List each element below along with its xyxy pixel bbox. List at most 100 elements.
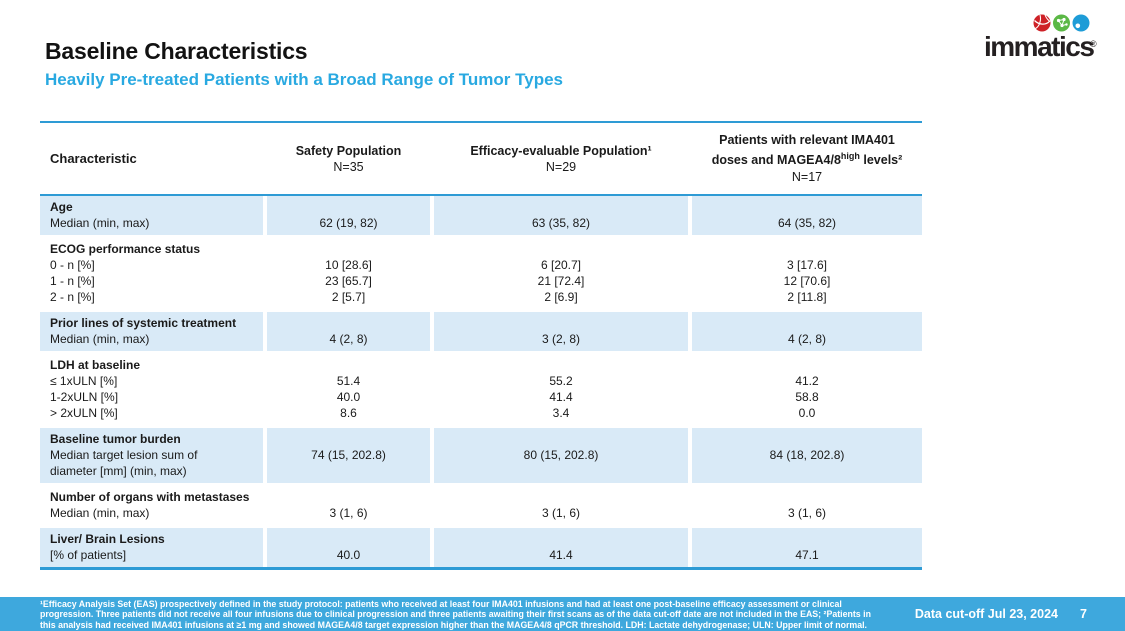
row-value-line	[267, 241, 430, 257]
row-value-line: 4 (2, 8)	[329, 332, 368, 346]
row-value-line	[434, 489, 688, 505]
column-header-n: N=35	[333, 159, 364, 174]
table-body: Age Median (min, max) 62 (19, 82) 63 (35, 8…	[40, 196, 922, 567]
row-value-line	[434, 357, 688, 373]
footnotes: ¹Efficacy Analysis Set (EAS) prospective…	[40, 599, 871, 630]
row-value-line: 58.8	[795, 390, 819, 404]
row-value-line	[692, 531, 922, 547]
row-label-cell: Number of organs with metastases Median (…	[40, 486, 263, 525]
row-value-line	[434, 431, 688, 447]
row-value-line: 2 [5.7]	[331, 290, 366, 304]
row-value-line: 2 [11.8]	[787, 290, 827, 304]
footnote-line: this analysis had received IMA401 infusi…	[40, 619, 868, 630]
row-value-line: 63 (35, 82)	[531, 216, 591, 230]
row-value-line: 64 (35, 82)	[777, 216, 837, 230]
row-value-line	[267, 463, 430, 479]
immatics-logo-graphic: immatics ®	[984, 14, 1097, 62]
row-label-line: ECOG performance status	[50, 242, 201, 256]
table-row: Prior lines of systemic treatment Median …	[40, 312, 922, 351]
row-value-cell: 3 [17.6] 12 [70.6] 2 [11.8]	[692, 238, 922, 309]
row-value-line	[267, 315, 430, 331]
row-label-cell: ECOG performance status 0 - n [%] 1 - n [%…	[40, 238, 263, 309]
row-label-line: > 2xULN [%]	[50, 406, 118, 420]
row-value-line: 80 (15, 202.8)	[523, 448, 599, 462]
row-value-cell: 4 (2, 8)	[267, 312, 430, 351]
row-label-line: [% of patients]	[50, 548, 127, 562]
row-value-line	[267, 199, 430, 215]
row-value-line: 51.4	[336, 374, 361, 388]
column-header-label-line1: Patients with relevant IMA401	[719, 133, 895, 148]
row-value-line	[692, 199, 922, 215]
row-value-line	[692, 463, 922, 479]
row-value-line: 3.4	[552, 406, 570, 420]
row-label-line: Number of organs with metastases	[50, 490, 250, 504]
row-label-line: Median target lesion sum of	[50, 448, 198, 462]
table-row: Age Median (min, max) 62 (19, 82) 63 (35, 8…	[40, 196, 922, 235]
row-value-line: 3 (1, 6)	[541, 506, 580, 520]
row-label-cell: LDH at baseline ≤ 1xULN [%] 1-2xULN [%] > …	[40, 354, 263, 425]
row-label-line: 1-2xULN [%]	[50, 390, 119, 404]
row-value-line: 2 [6.9]	[544, 290, 578, 304]
row-value-cell: 41.2 58.8 0.0	[692, 354, 922, 425]
row-value-line	[434, 199, 688, 215]
row-label-line: 2 - n [%]	[50, 290, 95, 304]
column-header-efficacy-population: Efficacy-evaluable Population¹ N=29	[434, 143, 688, 175]
row-value-cell: 80 (15, 202.8)	[434, 428, 688, 483]
table-header-row: Characteristic Safety Population N=35 Ef…	[40, 123, 922, 196]
row-label-line: Median (min, max)	[50, 216, 150, 230]
column-header-label: Efficacy-evaluable Population¹	[470, 143, 652, 158]
row-value-line: 3 (1, 6)	[787, 506, 826, 520]
row-label-cell: Prior lines of systemic treatment Median …	[40, 312, 263, 351]
row-value-cell: 40.0	[267, 528, 430, 567]
row-value-line	[692, 489, 922, 505]
row-value-line: 47.1	[795, 548, 819, 562]
row-value-line: 3 [17.6]	[786, 258, 828, 272]
immatics-logo: immatics ®	[984, 12, 1097, 69]
table-row: Number of organs with metastases Median (…	[40, 486, 922, 525]
row-value-cell: 62 (19, 82)	[267, 196, 430, 235]
row-value-line: 40.0	[336, 548, 361, 562]
row-value-line: 8.6	[340, 406, 357, 420]
row-value-line: 41.2	[795, 374, 819, 388]
row-value-line	[434, 315, 688, 331]
logo-green-molecule-icon	[1053, 14, 1070, 32]
row-value-cell: 84 (18, 202.8)	[692, 428, 922, 483]
footer-bar: ¹Efficacy Analysis Set (EAS) prospective…	[0, 597, 1125, 631]
row-value-cell: 3 (2, 8)	[434, 312, 688, 351]
row-value-line	[267, 531, 430, 547]
row-label-line: 0 - n [%]	[50, 258, 95, 272]
row-value-cell: 74 (15, 202.8)	[267, 428, 430, 483]
column-header-label-line2: doses and MAGEA4/8high levels²	[711, 151, 903, 168]
row-value-line: 10 [28.6]	[325, 258, 372, 272]
row-label-line: diameter [mm] (min, max)	[50, 464, 187, 478]
row-value-line: 23 [65.7]	[325, 274, 372, 288]
row-value-cell: 51.4 40.0 8.6	[267, 354, 430, 425]
row-label-line: 1 - n [%]	[50, 274, 95, 288]
logo-blue-cell-icon	[1072, 14, 1090, 32]
row-label-line: Liver/ Brain Lesions	[50, 532, 165, 546]
row-value-cell: 47.1	[692, 528, 922, 567]
column-header-relevant-doses: Patients with relevant IMA401 doses and …	[692, 132, 922, 184]
row-value-line: 0.0	[798, 406, 816, 420]
row-value-cell: 3 (1, 6)	[692, 486, 922, 525]
row-value-line: 84 (18, 202.8)	[769, 448, 845, 462]
table-top-border	[40, 121, 922, 123]
row-value-line	[692, 357, 922, 373]
row-value-line: 12 [70.6]	[783, 274, 831, 288]
row-label-line: Median (min, max)	[50, 332, 150, 346]
table-row: Liver/ Brain Lesions [% of patients] 40.0 4…	[40, 528, 922, 567]
row-value-line: 3 (1, 6)	[329, 506, 368, 520]
row-label-cell: Liver/ Brain Lesions [% of patients]	[40, 528, 263, 567]
row-value-line	[267, 357, 430, 373]
row-value-line: 6 [20.7]	[540, 258, 582, 272]
row-value-cell: 64 (35, 82)	[692, 196, 922, 235]
superscript-high: high	[840, 151, 860, 162]
table-bottom-border	[40, 567, 922, 570]
row-label-line: Age	[50, 200, 73, 214]
row-value-line: 40.0	[336, 390, 361, 404]
row-value-line	[267, 431, 430, 447]
row-label-line: ≤ 1xULN [%]	[50, 374, 118, 388]
table-row: Baseline tumor burden Median target lesio…	[40, 428, 922, 483]
data-cutoff-label: Data cut-off Jul 23, 2024	[914, 607, 1058, 621]
row-value-cell: 6 [20.7] 21 [72.4] 2 [6.9]	[434, 238, 688, 309]
